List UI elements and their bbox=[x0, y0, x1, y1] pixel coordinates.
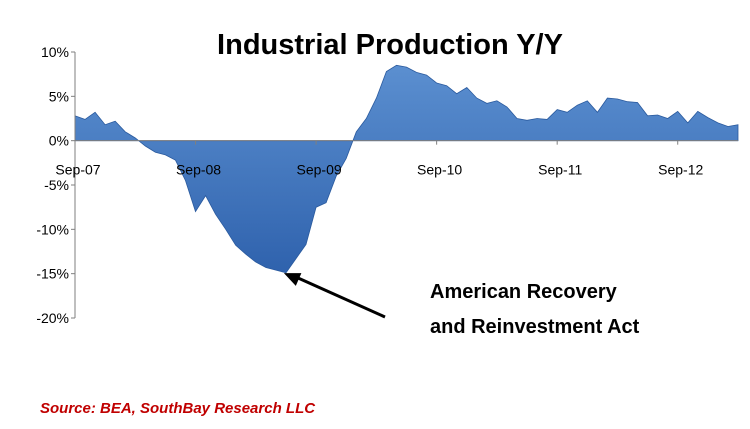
y-tick-label: 10% bbox=[41, 44, 69, 60]
annotation-text: and Reinvestment Act bbox=[430, 316, 640, 338]
y-tick-label: 0% bbox=[49, 133, 69, 149]
y-tick-label: -10% bbox=[36, 221, 69, 237]
x-tick-label: Sep-11 bbox=[538, 162, 582, 178]
x-tick-label: Sep-12 bbox=[658, 162, 703, 178]
area-series bbox=[74, 64, 739, 274]
chart-title: Industrial Production Y/Y bbox=[217, 29, 563, 61]
x-tick-label: Sep-07 bbox=[55, 162, 100, 178]
plot-area: 10% 5% 0% -5% -10% -15% -20% Sep-07 Sep-08 Sep-09… bbox=[36, 44, 739, 338]
x-tick-label: Sep-09 bbox=[297, 162, 342, 178]
x-tick-label: Sep-08 bbox=[176, 162, 221, 178]
annotation-arrowhead bbox=[283, 273, 302, 286]
y-tick-label: -20% bbox=[36, 310, 69, 326]
x-tick-label: Sep-10 bbox=[417, 162, 462, 178]
y-tick-label: 5% bbox=[49, 88, 69, 104]
y-tick-label: -5% bbox=[44, 177, 69, 193]
source-note: Source: BEA, SouthBay Research LLC bbox=[40, 400, 316, 417]
y-tick-label: -15% bbox=[36, 266, 69, 282]
annotation-arrow bbox=[293, 274, 386, 319]
annotation-text: American Recovery bbox=[430, 281, 618, 303]
